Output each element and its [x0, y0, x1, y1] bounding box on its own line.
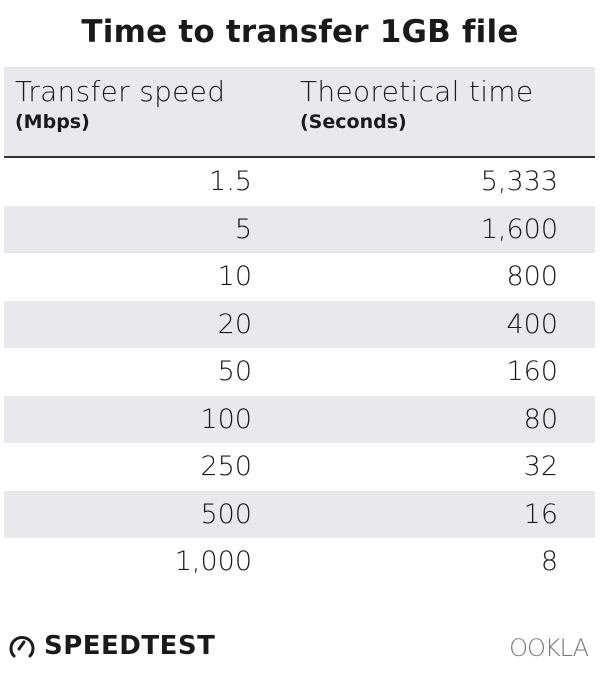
time-cell: 80: [523, 403, 558, 435]
time-cell: 8: [540, 546, 558, 577]
header-label: Transfer speed: [15, 75, 226, 108]
table-row: 10 800: [4, 253, 595, 301]
time-cell: 5,333: [480, 166, 558, 197]
time-cell: 800: [506, 261, 558, 292]
header-theoretical-time: Theoretical time (Seconds): [300, 75, 533, 135]
speed-cell: 500: [200, 498, 252, 530]
ookla-logo: OOKLA: [509, 634, 589, 662]
speed-cell: 20: [217, 308, 252, 340]
table-row: 250 32: [4, 443, 595, 491]
time-cell: 400: [506, 308, 558, 340]
chart-title: Time to transfer 1GB file: [81, 14, 519, 50]
speed-cell: 5: [234, 213, 252, 245]
speed-cell: 10: [217, 261, 252, 292]
header-unit: (Mbps): [15, 111, 90, 133]
table-row: 20 400: [4, 300, 595, 348]
time-cell: 1,600: [480, 213, 558, 245]
transfer-table: Transfer speed (Mbps) Theoretical time (…: [4, 67, 595, 586]
speed-cell: 1,000: [174, 546, 252, 577]
speed-cell: 1.5: [209, 166, 252, 197]
header-unit: (Seconds): [300, 111, 407, 133]
table-row: 1.5 5,333: [4, 158, 595, 206]
footer: SPEEDTEST OOKLA: [0, 628, 600, 668]
time-cell: 160: [506, 356, 558, 387]
time-cell: 16: [523, 498, 558, 530]
speed-cell: 250: [200, 451, 252, 482]
speed-cell: 50: [217, 356, 252, 387]
table-header: Transfer speed (Mbps) Theoretical time (…: [4, 67, 595, 158]
speedometer-icon: [9, 636, 35, 658]
speed-cell: 100: [200, 403, 252, 435]
header-label: Theoretical time: [300, 75, 534, 108]
table-row: 100 80: [4, 395, 595, 443]
speedtest-wordmark: SPEEDTEST: [44, 631, 216, 661]
table-row: 1,000 8: [4, 538, 595, 586]
speedtest-logo: SPEEDTEST: [8, 631, 215, 661]
time-cell: 32: [523, 451, 558, 482]
header-transfer-speed: Transfer speed (Mbps): [15, 75, 225, 135]
table-row: 500 16: [4, 490, 595, 538]
table-row: 50 160: [4, 348, 595, 396]
table-row: 5 1,600: [4, 205, 595, 253]
